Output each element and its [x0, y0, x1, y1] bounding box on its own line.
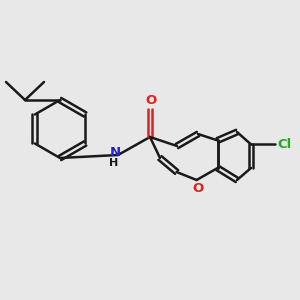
Text: N: N: [110, 146, 121, 159]
Text: Cl: Cl: [277, 138, 291, 151]
Text: H: H: [110, 158, 118, 168]
Text: O: O: [192, 182, 203, 195]
Text: O: O: [146, 94, 157, 107]
